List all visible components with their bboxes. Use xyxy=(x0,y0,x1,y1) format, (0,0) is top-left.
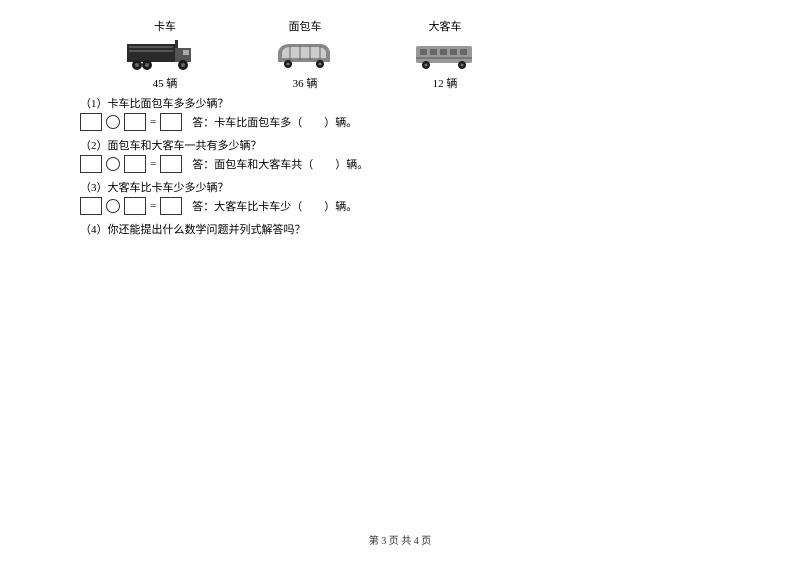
equals-sign: = xyxy=(150,158,156,170)
truck-count: 45 辆 xyxy=(153,75,178,91)
q2-prompt: （2）面包车和大客车一共有多少辆？ xyxy=(80,137,720,153)
q3-answer: 答：大客车比卡车少（ ）辆。 xyxy=(192,198,357,214)
vehicle-bus: 大客车 12 辆 xyxy=(400,18,490,91)
q1-equation: = 答：卡车比面包车多（ ）辆。 xyxy=(80,113,720,131)
van-count: 36 辆 xyxy=(293,75,318,91)
q1-prompt: （1）卡车比面包车多多少辆？ xyxy=(80,95,720,111)
q2-box1[interactable] xyxy=(80,155,102,173)
q4-prompt: （4）你还能提出什么数学问题并列式解答吗？ xyxy=(80,221,720,237)
q2-box2[interactable] xyxy=(124,155,146,173)
truck-image xyxy=(125,38,205,73)
q1-op[interactable] xyxy=(106,115,120,129)
q3-op[interactable] xyxy=(106,199,120,213)
q1-box1[interactable] xyxy=(80,113,102,131)
equals-sign: = xyxy=(150,200,156,212)
equals-sign: = xyxy=(150,116,156,128)
q2-box3[interactable] xyxy=(160,155,182,173)
vehicles-row: 卡车 45 辆 面包车 xyxy=(120,18,720,91)
van-image xyxy=(265,38,345,73)
q3-equation: = 答：大客车比卡车少（ ）辆。 xyxy=(80,197,720,215)
bus-label: 大客车 xyxy=(429,18,462,34)
van-label: 面包车 xyxy=(289,18,322,34)
bus-image xyxy=(405,38,485,73)
q1-box2[interactable] xyxy=(124,113,146,131)
q3-box3[interactable] xyxy=(160,197,182,215)
q1-box3[interactable] xyxy=(160,113,182,131)
bus-count: 12 辆 xyxy=(433,75,458,91)
q3-box1[interactable] xyxy=(80,197,102,215)
q3-prompt: （3）大客车比卡车少多少辆？ xyxy=(80,179,720,195)
page-footer: 第 3 页 共 4 页 xyxy=(0,532,800,547)
vehicle-truck: 卡车 45 辆 xyxy=(120,18,210,91)
vehicle-van: 面包车 36 辆 xyxy=(260,18,350,91)
q2-answer: 答：面包车和大客车共（ ）辆。 xyxy=(192,156,368,172)
worksheet-content: 卡车 45 辆 面包车 xyxy=(0,0,800,237)
truck-label: 卡车 xyxy=(154,18,176,34)
q2-equation: = 答：面包车和大客车共（ ）辆。 xyxy=(80,155,720,173)
q2-op[interactable] xyxy=(106,157,120,171)
q3-box2[interactable] xyxy=(124,197,146,215)
q1-answer: 答：卡车比面包车多（ ）辆。 xyxy=(192,114,357,130)
